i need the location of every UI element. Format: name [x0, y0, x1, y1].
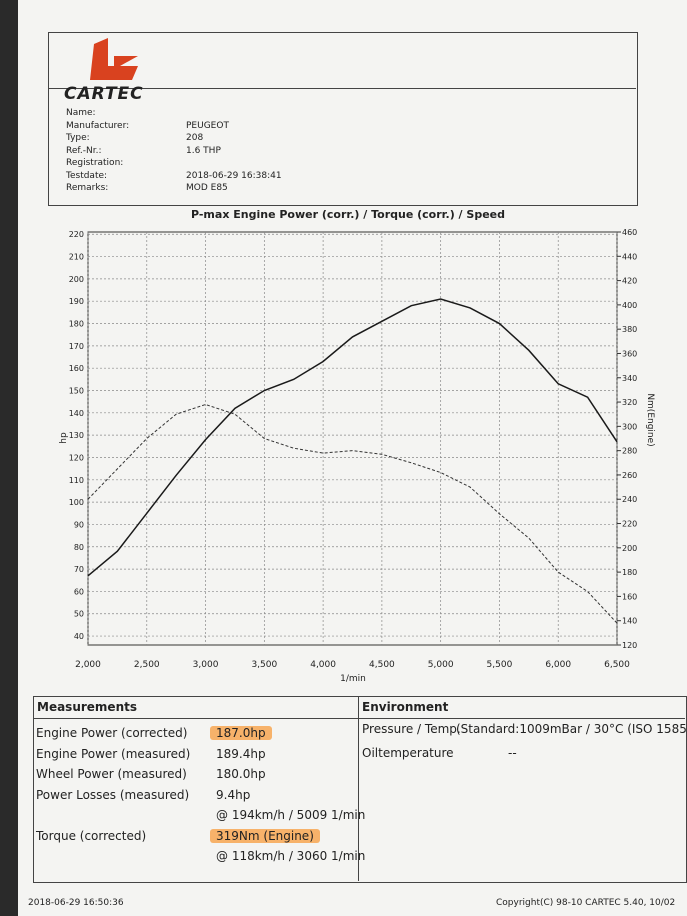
x-axis-label: 1/min — [340, 674, 366, 684]
y2-tick-label: 380 — [622, 325, 637, 334]
measurement-value: @ 118km/h / 3060 1/min — [216, 849, 366, 863]
y-tick-label: 130 — [69, 431, 84, 440]
y-tick-label: 100 — [69, 498, 84, 507]
environment-value: (Standard:1009mBar / 30°C (ISO 1585) — [456, 722, 687, 736]
series-line — [87, 298, 618, 577]
results-divider — [358, 696, 359, 881]
chart: P-max Engine Power (corr.) / Torque (cor… — [59, 208, 655, 684]
info-label: Testdate: — [66, 170, 108, 181]
results-header-line — [33, 718, 685, 719]
series-line — [87, 403, 618, 624]
y-tick-label: 180 — [69, 320, 84, 329]
measurement-label: Torque (corrected) — [36, 828, 147, 843]
y-tick-label: 40 — [74, 632, 84, 641]
measurement-label: Engine Power (measured) — [36, 746, 191, 761]
y-tick-label: 140 — [69, 409, 84, 418]
y2-axis-label: Nm(Engine) — [645, 393, 655, 446]
y2-tick-label: 180 — [622, 568, 637, 577]
y-tick-label: 210 — [69, 253, 84, 262]
chart-title: P-max Engine Power (corr.) / Torque (cor… — [191, 208, 505, 221]
measurements-title: Measurements — [37, 700, 137, 714]
logo-text: CARTEC — [64, 84, 144, 104]
x-tick-label: 4,000 — [310, 660, 336, 670]
info-value: 2018-06-29 16:38:41 — [186, 170, 282, 181]
x-tick-label: 5,500 — [487, 660, 513, 670]
y-tick-label: 200 — [69, 275, 84, 284]
measurement-label: Power Losses (measured) — [36, 787, 190, 802]
y-tick-label: 150 — [69, 387, 84, 396]
info-label: Registration: — [66, 158, 124, 168]
x-tick-label: 2,500 — [134, 660, 160, 670]
measurement-label: Engine Power (corrected) — [36, 726, 188, 740]
footer-copyright: Copyright(C) 98-10 CARTEC 5.40, 10/02 — [496, 898, 676, 908]
measurement-value: 187.0hp — [210, 726, 272, 740]
y2-tick-label: 260 — [622, 471, 637, 480]
x-tick-label: 3,000 — [193, 660, 219, 670]
header-divider — [48, 88, 636, 89]
x-tick-label: 2,000 — [75, 660, 101, 670]
y-tick-label: 50 — [74, 610, 84, 619]
x-tick-label: 4,500 — [369, 660, 395, 670]
y-tick-label: 110 — [69, 476, 84, 485]
y-tick-label: 60 — [74, 587, 84, 596]
y-axis-label: hp — [59, 432, 69, 444]
info-label: Type: — [66, 133, 90, 143]
y-tick-label: 80 — [74, 543, 84, 552]
y-tick-label: 170 — [69, 342, 84, 351]
logo-mark — [90, 38, 138, 80]
header-box — [48, 32, 638, 206]
y2-tick-label: 120 — [622, 641, 637, 650]
y2-tick-label: 300 — [622, 422, 637, 431]
info-value: 1.6 THP — [186, 145, 221, 156]
y2-tick-label: 460 — [622, 228, 637, 237]
x-tick-label: 3,500 — [251, 660, 277, 670]
measurement-value: @ 194km/h / 5009 1/min — [216, 808, 366, 822]
plot-area — [87, 231, 618, 646]
measurement-value: 189.4hp — [216, 746, 266, 761]
y-tick-label: 160 — [69, 364, 84, 373]
y2-tick-label: 340 — [622, 374, 637, 383]
y2-tick-label: 420 — [622, 277, 637, 286]
measurement-value: 319Nm (Engine) — [210, 828, 320, 843]
y2-tick-label: 440 — [622, 252, 637, 261]
info-label: Manufacturer: — [66, 120, 130, 131]
y2-tick-label: 240 — [622, 495, 637, 504]
y2-tick-label: 320 — [622, 398, 637, 407]
y2-tick-label: 160 — [622, 592, 637, 601]
environment-label: Pressure / Temp. — [362, 722, 461, 736]
x-tick-label: 5,000 — [428, 660, 454, 670]
x-tick-label: 6,000 — [545, 660, 571, 670]
y2-tick-label: 140 — [622, 617, 637, 626]
info-value: PEUGEOT — [186, 120, 229, 131]
measurement-value: 9.4hp — [216, 787, 251, 802]
measurement-value: 180.0hp — [216, 767, 266, 781]
y2-tick-label: 220 — [622, 520, 637, 529]
y-tick-label: 90 — [74, 520, 84, 529]
y-tick-label: 190 — [69, 297, 84, 306]
info-value: 208 — [186, 133, 204, 143]
y2-tick-label: 400 — [622, 301, 637, 310]
info-label: Ref.-Nr.: — [66, 145, 102, 156]
environment-label: Oiltemperature — [362, 746, 454, 760]
y2-tick-label: 360 — [622, 349, 637, 358]
y-tick-label: 220 — [69, 230, 84, 239]
paper — [18, 0, 687, 916]
x-tick-label: 6,500 — [604, 660, 630, 670]
info-label: Remarks: — [66, 183, 109, 193]
environment-title: Environment — [362, 700, 449, 714]
measurement-label: Wheel Power (measured) — [36, 767, 187, 781]
info-value: MOD E85 — [186, 183, 228, 193]
y2-tick-label: 200 — [622, 544, 637, 553]
y-tick-label: 120 — [69, 453, 84, 462]
footer-date: 2018-06-29 16:50:36 — [28, 898, 124, 908]
y2-tick-label: 280 — [622, 447, 637, 456]
y-tick-label: 70 — [74, 565, 84, 574]
info-label: Name: — [66, 108, 96, 118]
environment-value: -- — [508, 746, 517, 760]
